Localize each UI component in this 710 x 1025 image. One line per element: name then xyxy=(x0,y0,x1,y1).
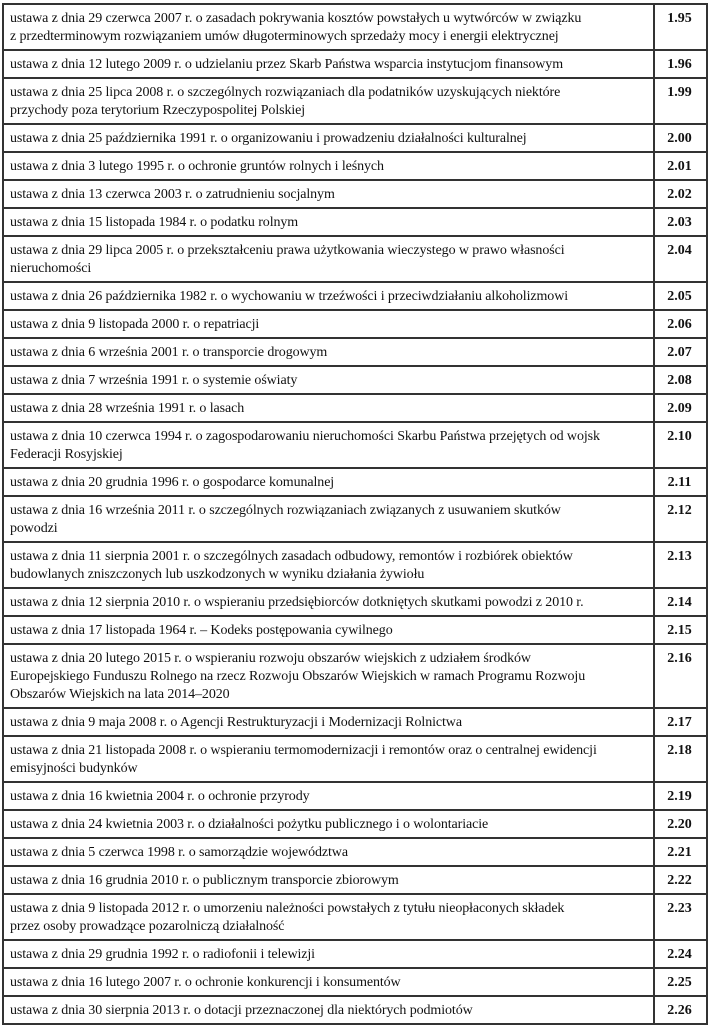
act-number: 2.09 xyxy=(653,393,708,423)
table-row: ustawa z dnia 13 czerwca 2003 r. o zatru… xyxy=(2,179,708,209)
act-number: 1.95 xyxy=(653,3,708,51)
act-number: 2.16 xyxy=(653,643,708,709)
act-number: 2.17 xyxy=(653,707,708,737)
act-number: 2.04 xyxy=(653,235,708,283)
act-title: ustawa z dnia 25 lipca 2008 r. o szczegó… xyxy=(2,77,655,125)
act-number: 2.13 xyxy=(653,541,708,589)
table-row: ustawa z dnia 17 listopada 1964 r. – Kod… xyxy=(2,615,708,645)
act-title: ustawa z dnia 16 lutego 2007 r. o ochron… xyxy=(2,967,655,997)
act-number: 2.03 xyxy=(653,207,708,237)
table-row: ustawa z dnia 16 lutego 2007 r. o ochron… xyxy=(2,967,708,997)
act-number: 2.22 xyxy=(653,865,708,895)
act-number: 2.10 xyxy=(653,421,708,469)
act-title: ustawa z dnia 7 września 1991 r. o syste… xyxy=(2,365,655,395)
act-title: ustawa z dnia 9 listopada 2000 r. o repa… xyxy=(2,309,655,339)
act-number: 2.01 xyxy=(653,151,708,181)
table-row: ustawa z dnia 20 lutego 2015 r. o wspier… xyxy=(2,643,708,709)
table-row: ustawa z dnia 16 września 2011 r. o szcz… xyxy=(2,495,708,543)
act-title: ustawa z dnia 20 grudnia 1996 r. o gospo… xyxy=(2,467,655,497)
act-title: ustawa z dnia 11 sierpnia 2001 r. o szcz… xyxy=(2,541,655,589)
table-row: ustawa z dnia 11 sierpnia 2001 r. o szcz… xyxy=(2,541,708,589)
act-title: ustawa z dnia 30 sierpnia 2013 r. o dota… xyxy=(2,995,655,1025)
table-row: ustawa z dnia 9 listopada 2000 r. o repa… xyxy=(2,309,708,339)
act-number: 2.08 xyxy=(653,365,708,395)
table-row: ustawa z dnia 12 sierpnia 2010 r. o wspi… xyxy=(2,587,708,617)
table-row: ustawa z dnia 5 czerwca 1998 r. o samorz… xyxy=(2,837,708,867)
act-number: 2.06 xyxy=(653,309,708,339)
act-title: ustawa z dnia 5 czerwca 1998 r. o samorz… xyxy=(2,837,655,867)
table-row: ustawa z dnia 25 lipca 2008 r. o szczegó… xyxy=(2,77,708,125)
table-row: ustawa z dnia 12 lutego 2009 r. o udziel… xyxy=(2,49,708,79)
act-title: ustawa z dnia 6 września 2001 r. o trans… xyxy=(2,337,655,367)
act-title: ustawa z dnia 15 listopada 1984 r. o pod… xyxy=(2,207,655,237)
table-row: ustawa z dnia 10 czerwca 1994 r. o zagos… xyxy=(2,421,708,469)
act-title: ustawa z dnia 29 czerwca 2007 r. o zasad… xyxy=(2,3,655,51)
act-title: ustawa z dnia 21 listopada 2008 r. o wsp… xyxy=(2,735,655,783)
table-row: ustawa z dnia 30 sierpnia 2013 r. o dota… xyxy=(2,995,708,1025)
act-title: ustawa z dnia 12 lutego 2009 r. o udziel… xyxy=(2,49,655,79)
act-number: 2.26 xyxy=(653,995,708,1025)
act-title: ustawa z dnia 25 października 1991 r. o … xyxy=(2,123,655,153)
table-row: ustawa z dnia 9 maja 2008 r. o Agencji R… xyxy=(2,707,708,737)
table-row: ustawa z dnia 29 czerwca 2007 r. o zasad… xyxy=(2,3,708,51)
act-number: 2.19 xyxy=(653,781,708,811)
act-number: 2.02 xyxy=(653,179,708,209)
table-row: ustawa z dnia 26 października 1982 r. o … xyxy=(2,281,708,311)
table-row: ustawa z dnia 15 listopada 1984 r. o pod… xyxy=(2,207,708,237)
act-title: ustawa z dnia 16 kwietnia 2004 r. o ochr… xyxy=(2,781,655,811)
table-body: ustawa z dnia 29 czerwca 2007 r. o zasad… xyxy=(2,3,708,1025)
act-title: ustawa z dnia 3 lutego 1995 r. o ochroni… xyxy=(2,151,655,181)
act-number: 1.99 xyxy=(653,77,708,125)
legislation-table: ustawa z dnia 29 czerwca 2007 r. o zasad… xyxy=(2,3,708,1025)
act-number: 2.25 xyxy=(653,967,708,997)
act-number: 2.05 xyxy=(653,281,708,311)
table-row: ustawa z dnia 7 września 1991 r. o syste… xyxy=(2,365,708,395)
table-row: ustawa z dnia 3 lutego 1995 r. o ochroni… xyxy=(2,151,708,181)
act-title: ustawa z dnia 20 lutego 2015 r. o wspier… xyxy=(2,643,655,709)
act-number: 2.07 xyxy=(653,337,708,367)
act-number: 2.24 xyxy=(653,939,708,969)
act-title: ustawa z dnia 13 czerwca 2003 r. o zatru… xyxy=(2,179,655,209)
act-number: 2.20 xyxy=(653,809,708,839)
act-title: ustawa z dnia 16 grudnia 2010 r. o publi… xyxy=(2,865,655,895)
act-number: 2.15 xyxy=(653,615,708,645)
act-title: ustawa z dnia 26 października 1982 r. o … xyxy=(2,281,655,311)
table-row: ustawa z dnia 16 kwietnia 2004 r. o ochr… xyxy=(2,781,708,811)
table-row: ustawa z dnia 16 grudnia 2010 r. o publi… xyxy=(2,865,708,895)
act-title: ustawa z dnia 9 listopada 2012 r. o umor… xyxy=(2,893,655,941)
act-title: ustawa z dnia 29 lipca 2005 r. o przeksz… xyxy=(2,235,655,283)
table-row: ustawa z dnia 25 października 1991 r. o … xyxy=(2,123,708,153)
table-row: ustawa z dnia 24 kwietnia 2003 r. o dzia… xyxy=(2,809,708,839)
act-title: ustawa z dnia 29 grudnia 1992 r. o radio… xyxy=(2,939,655,969)
act-number: 2.21 xyxy=(653,837,708,867)
act-title: ustawa z dnia 16 września 2011 r. o szcz… xyxy=(2,495,655,543)
table-row: ustawa z dnia 9 listopada 2012 r. o umor… xyxy=(2,893,708,941)
act-number: 1.96 xyxy=(653,49,708,79)
act-number: 2.00 xyxy=(653,123,708,153)
act-title: ustawa z dnia 17 listopada 1964 r. – Kod… xyxy=(2,615,655,645)
table-row: ustawa z dnia 28 września 1991 r. o lasa… xyxy=(2,393,708,423)
act-title: ustawa z dnia 28 września 1991 r. o lasa… xyxy=(2,393,655,423)
table-row: ustawa z dnia 21 listopada 2008 r. o wsp… xyxy=(2,735,708,783)
act-title: ustawa z dnia 24 kwietnia 2003 r. o dzia… xyxy=(2,809,655,839)
table-row: ustawa z dnia 20 grudnia 1996 r. o gospo… xyxy=(2,467,708,497)
act-number: 2.12 xyxy=(653,495,708,543)
act-number: 2.11 xyxy=(653,467,708,497)
act-title: ustawa z dnia 9 maja 2008 r. o Agencji R… xyxy=(2,707,655,737)
act-number: 2.18 xyxy=(653,735,708,783)
act-title: ustawa z dnia 10 czerwca 1994 r. o zagos… xyxy=(2,421,655,469)
table-row: ustawa z dnia 29 lipca 2005 r. o przeksz… xyxy=(2,235,708,283)
act-number: 2.14 xyxy=(653,587,708,617)
act-title: ustawa z dnia 12 sierpnia 2010 r. o wspi… xyxy=(2,587,655,617)
act-number: 2.23 xyxy=(653,893,708,941)
table-row: ustawa z dnia 6 września 2001 r. o trans… xyxy=(2,337,708,367)
table-row: ustawa z dnia 29 grudnia 1992 r. o radio… xyxy=(2,939,708,969)
